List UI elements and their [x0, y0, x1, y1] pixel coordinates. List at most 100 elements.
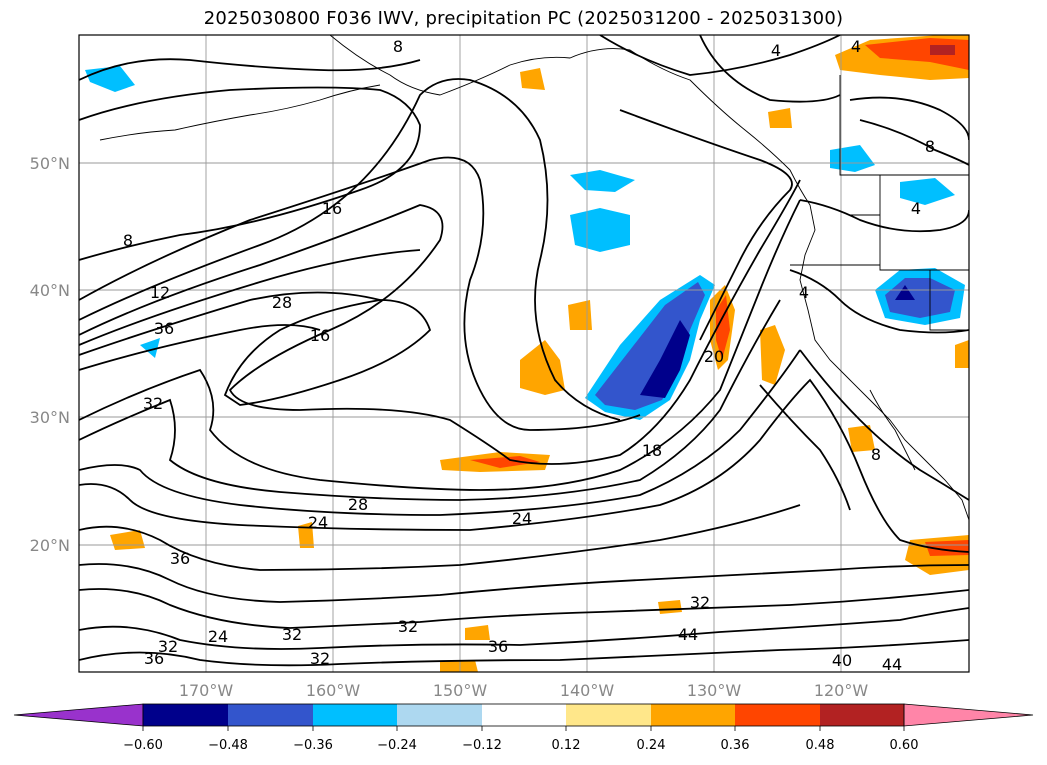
contour-label: 4	[851, 37, 861, 56]
contour-label: 8	[123, 231, 133, 250]
contour-label: 28	[272, 293, 292, 312]
map-title: 2025030800 F036 IWV, precipitation PC (2…	[203, 8, 844, 29]
na-west-coast	[799, 204, 969, 521]
precip-blob	[955, 340, 969, 368]
colorbar-tick-label: 0.60	[890, 738, 919, 753]
contour-label: 8	[871, 445, 881, 464]
state-border	[879, 175, 969, 271]
colorbar-tick-label: −0.48	[208, 738, 248, 753]
precip-blob	[440, 660, 478, 672]
contour-line	[223, 299, 432, 406]
lat-label: 40°N	[30, 281, 70, 300]
contour-line	[599, 35, 841, 76]
contour-line	[79, 588, 969, 629]
colorbar-segment	[735, 704, 820, 726]
contour-label: 32	[398, 617, 418, 636]
colorbar-tick-label: 0.12	[552, 738, 581, 753]
colorbar-segment	[651, 704, 735, 726]
colorbar-tick-label: −0.36	[293, 738, 333, 753]
contour-line	[699, 35, 841, 103]
colorbar-segment	[820, 704, 904, 726]
contour-line	[79, 78, 621, 421]
contour-label: 16	[322, 199, 342, 218]
contour-label: 40	[832, 651, 852, 670]
precip-blob	[570, 208, 630, 252]
contour-line	[799, 349, 969, 501]
precip-blob	[595, 282, 705, 410]
alaska-coast	[329, 35, 811, 206]
contour-line	[79, 291, 381, 356]
contour-label: 32	[282, 625, 302, 644]
colorbar-tick-label: 0.36	[721, 738, 750, 753]
contour-label: 16	[310, 326, 330, 345]
contour-line	[79, 563, 969, 603]
contour-label: 36	[488, 637, 508, 656]
contour-line	[79, 324, 321, 371]
lat-label: 50°N	[30, 154, 70, 173]
colorbar-extend-right	[903, 703, 1034, 727]
colorbar-tick-label: 0.24	[637, 738, 666, 753]
contour-line	[859, 119, 969, 166]
precip-blob	[640, 320, 690, 398]
colorbar-tick-label: −0.24	[377, 738, 417, 753]
contour-line	[759, 384, 851, 511]
coastlines	[99, 35, 969, 521]
contour-line	[799, 199, 969, 233]
contour-line	[79, 349, 801, 516]
contour-label: 24	[512, 509, 532, 528]
contour-label: 44	[678, 625, 698, 644]
lon-label: 170°W	[179, 681, 234, 700]
contour-label: 24	[208, 627, 228, 646]
precip-blob	[895, 285, 915, 300]
precip-blob	[885, 278, 955, 318]
colorbar-segment	[566, 704, 651, 726]
lat-label: 20°N	[30, 536, 70, 555]
precip-blob	[570, 170, 635, 192]
contour-label: 36	[154, 319, 174, 338]
contour-label: 12	[150, 283, 170, 302]
colorbar-tick-label: 0.48	[806, 738, 835, 753]
contour-labels: 8 4 4 8 16 8 12 28 36 16 32 20 4 4 8 18 …	[123, 37, 935, 674]
lon-label: 140°W	[560, 681, 615, 700]
contour-line	[79, 607, 969, 650]
contour-label: 4	[911, 199, 921, 218]
plot-background	[79, 35, 969, 672]
precip-blob	[470, 456, 540, 468]
latitude-labels: 50°N 40°N 30°N 20°N	[30, 154, 70, 555]
precip-blob	[520, 68, 545, 90]
contour-label: 20	[704, 347, 724, 366]
colorbar-segment	[313, 704, 397, 726]
lon-label: 130°W	[687, 681, 742, 700]
precip-blob	[465, 625, 490, 640]
contour-label: 28	[348, 495, 368, 514]
colorbar-segment	[482, 704, 566, 726]
lon-label: 150°W	[433, 681, 488, 700]
baja-coast	[869, 389, 916, 471]
gridlines	[79, 35, 969, 672]
lon-label: 160°W	[306, 681, 361, 700]
contour-line	[79, 249, 421, 346]
precip-blob	[520, 340, 565, 395]
contour-line	[79, 156, 641, 431]
longitude-labels: 170°W 160°W 150°W 140°W 130°W 120°W	[179, 681, 869, 700]
colorbar-frame	[142, 703, 905, 727]
precip-blob	[568, 300, 592, 330]
precip-blob	[848, 425, 875, 452]
colorbar-tick-label: −0.60	[123, 738, 163, 753]
lat-label: 30°N	[30, 408, 70, 427]
contour-label: 32	[158, 637, 178, 656]
contour-line	[79, 639, 969, 667]
contour-label: 32	[690, 593, 710, 612]
lon-label: 120°W	[814, 681, 869, 700]
precip-blob	[658, 600, 682, 614]
contour-line	[79, 504, 801, 571]
colorbar-segment	[228, 704, 313, 726]
contour-label: 32	[310, 649, 330, 668]
contour-label: 8	[393, 37, 403, 56]
iwv-contours	[79, 35, 969, 667]
contour-label: 44	[882, 655, 902, 674]
contour-label: 32	[143, 394, 163, 413]
contour-line	[849, 96, 969, 141]
precip-blob	[900, 178, 955, 205]
colorbar-segment	[397, 704, 482, 726]
